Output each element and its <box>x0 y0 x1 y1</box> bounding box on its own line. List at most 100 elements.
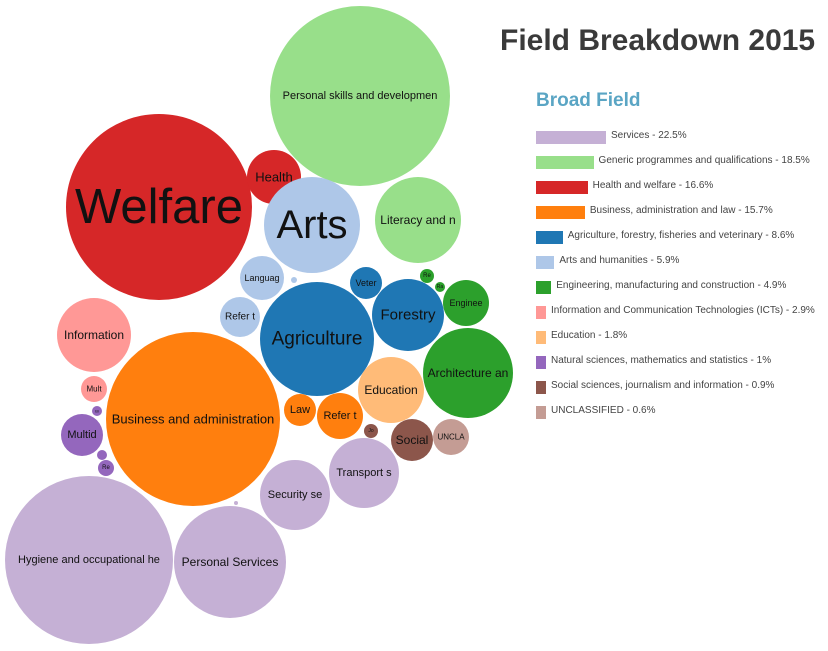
bubble-circle[interactable] <box>317 393 363 439</box>
bubble-refer-t[interactable]: Refer t <box>220 297 260 337</box>
bubble-bi[interactable]: Bi <box>92 406 102 416</box>
bubble-label: Forestry <box>380 307 436 324</box>
bubble-label: Enginee <box>449 298 482 308</box>
legend-swatch <box>536 181 588 194</box>
bubble-multid[interactable]: Multid <box>61 414 103 456</box>
bubble-20[interactable] <box>97 450 107 460</box>
bubble-enginee[interactable]: Enginee <box>443 280 489 326</box>
legend-label: Engineering, manufacturing and construct… <box>556 280 787 291</box>
bubble-circle[interactable] <box>372 279 444 351</box>
bubble-label: Welfare <box>75 180 243 234</box>
bubble-label: Refer t <box>323 410 356 422</box>
bubble-label: Agriculture <box>272 329 363 350</box>
legend-label: Arts and humanities - 5.9% <box>559 255 680 266</box>
bubble-circle[interactable] <box>443 280 489 326</box>
bubble-agriculture[interactable]: Agriculture <box>260 282 374 396</box>
bubble-mult[interactable]: Mult <box>81 376 107 402</box>
bubble-circle[interactable] <box>260 460 330 530</box>
bubble-circle[interactable] <box>57 298 131 372</box>
bubble-transport-s[interactable]: Transport s <box>329 438 399 508</box>
bubble-31[interactable] <box>234 501 238 505</box>
bubble-circle[interactable] <box>420 269 434 283</box>
bubble-veter[interactable]: Veter <box>350 267 382 299</box>
bubble-label: Personal skills and developmen <box>283 90 438 102</box>
bubble-information[interactable]: Information <box>57 298 131 372</box>
bubble-circle[interactable] <box>364 424 378 438</box>
legend-swatch <box>536 156 594 169</box>
legend-swatch <box>536 131 606 144</box>
bubble-law[interactable]: Law <box>284 394 316 426</box>
bubble-label: Hygiene and occupational he <box>18 554 160 566</box>
bubble-circle[interactable] <box>5 476 173 644</box>
legend-swatch <box>536 406 546 419</box>
bubble-literacy-and-n[interactable]: Literacy and n <box>375 177 461 263</box>
bubble-label: Transport s <box>336 467 392 479</box>
bubble-hygiene-and-occupational-he[interactable]: Hygiene and occupational he <box>5 476 173 644</box>
bubble-business-and-administration[interactable]: Business and administration <box>106 332 280 506</box>
bubble-label: Veter <box>355 278 376 288</box>
bubble-label: Languag <box>244 273 279 283</box>
bubble-circle[interactable] <box>350 267 382 299</box>
bubble-circle[interactable] <box>260 282 374 396</box>
legend-swatch <box>536 331 546 344</box>
bubble-label: Social <box>396 433 429 447</box>
bubble-label: Personal Services <box>182 555 279 569</box>
bubble-label: Education <box>364 383 417 397</box>
bubble-circle[interactable] <box>66 114 252 300</box>
legend-swatch <box>536 356 546 369</box>
legend-label: UNCLASSIFIED - 0.6% <box>551 405 656 416</box>
bubble-label: Ra <box>437 284 444 290</box>
bubble-label: Mult <box>86 385 102 394</box>
bubble-label: Re <box>102 465 110 471</box>
bubble-circle[interactable] <box>423 328 513 418</box>
bubble-languag[interactable]: Languag <box>240 256 284 300</box>
bubble-circle[interactable] <box>240 256 284 300</box>
bubble-circle[interactable] <box>92 406 102 416</box>
bubble-circle[interactable] <box>234 501 238 505</box>
bubble-architecture-an[interactable]: Architecture an <box>423 328 513 418</box>
bubble-label: Re <box>423 273 431 279</box>
bubble-circle[interactable] <box>391 419 433 461</box>
legend-swatch <box>536 256 555 269</box>
bubble-forestry[interactable]: Forestry <box>372 279 444 351</box>
bubble-circle[interactable] <box>358 357 424 423</box>
legend-label: Agriculture, forestry, fisheries and vet… <box>567 230 795 241</box>
bubble-welfare[interactable]: Welfare <box>66 114 252 300</box>
legend-swatch <box>536 231 563 244</box>
legend-label: Education - 1.8% <box>551 330 628 341</box>
bubble-circle[interactable] <box>174 506 286 618</box>
bubble-refer-t[interactable]: Refer t <box>317 393 363 439</box>
bubble-re[interactable]: Re <box>98 460 114 476</box>
bubble-circle[interactable] <box>433 419 469 455</box>
bubble-6[interactable] <box>291 277 297 283</box>
bubble-circle[interactable] <box>97 450 107 460</box>
bubble-circle[interactable] <box>81 376 107 402</box>
bubble-circle[interactable] <box>435 282 445 292</box>
bubble-circle[interactable] <box>106 332 280 506</box>
bubble-circle[interactable] <box>291 277 297 283</box>
legend-label: Social sciences, journalism and informat… <box>551 380 775 391</box>
bubble-ra[interactable]: Ra <box>435 282 445 292</box>
bubble-personal-skills-and-developmen[interactable]: Personal skills and developmen <box>270 6 450 186</box>
bubble-circle[interactable] <box>375 177 461 263</box>
bubble-label: Arts <box>276 203 347 247</box>
bubble-personal-services[interactable]: Personal Services <box>174 506 286 618</box>
bubble-circle[interactable] <box>61 414 103 456</box>
bubble-security-se[interactable]: Security se <box>260 460 330 530</box>
bubble-circle[interactable] <box>329 438 399 508</box>
bubble-circle[interactable] <box>270 6 450 186</box>
bubble-circle[interactable] <box>264 177 360 273</box>
bubble-arts[interactable]: Arts <box>264 177 360 273</box>
bubble-circle[interactable] <box>220 297 260 337</box>
bubble-label: Literacy and n <box>380 213 455 227</box>
bubble-re[interactable]: Re <box>420 269 434 283</box>
bubble-social[interactable]: Social <box>391 419 433 461</box>
legend-label: Services - 22.5% <box>611 130 687 141</box>
bubble-label: Law <box>290 404 310 416</box>
bubble-education[interactable]: Education <box>358 357 424 423</box>
bubble-circle[interactable] <box>98 460 114 476</box>
bubble-uncla[interactable]: UNCLA <box>433 419 469 455</box>
bubble-jo[interactable]: Jo <box>364 424 378 438</box>
legend-swatch <box>536 206 585 219</box>
bubble-circle[interactable] <box>284 394 316 426</box>
